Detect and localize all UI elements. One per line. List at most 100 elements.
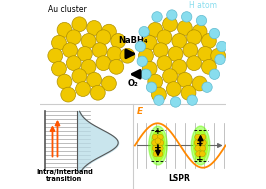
Circle shape	[154, 95, 164, 105]
Circle shape	[157, 30, 172, 45]
Circle shape	[57, 74, 72, 89]
Circle shape	[107, 46, 122, 61]
Text: H atom: H atom	[189, 1, 217, 10]
Text: NaBH₄: NaBH₄	[118, 36, 148, 45]
Circle shape	[187, 56, 201, 70]
Circle shape	[81, 59, 96, 74]
Circle shape	[137, 56, 147, 67]
Circle shape	[135, 41, 146, 52]
Circle shape	[158, 140, 164, 146]
Circle shape	[153, 151, 159, 157]
Circle shape	[111, 33, 126, 48]
Circle shape	[200, 140, 206, 146]
Circle shape	[181, 85, 196, 100]
Ellipse shape	[191, 126, 210, 165]
Circle shape	[198, 46, 213, 61]
Text: Au cluster: Au cluster	[48, 5, 87, 14]
Circle shape	[166, 82, 181, 96]
Circle shape	[167, 10, 177, 20]
Circle shape	[102, 76, 116, 91]
Circle shape	[66, 56, 81, 70]
Text: +: +	[196, 155, 204, 164]
Circle shape	[148, 74, 163, 89]
Circle shape	[209, 69, 220, 79]
Circle shape	[120, 48, 135, 63]
Text: +: +	[196, 139, 204, 148]
Circle shape	[215, 54, 225, 65]
Circle shape	[157, 145, 163, 151]
Circle shape	[200, 151, 205, 157]
Circle shape	[200, 145, 206, 151]
Circle shape	[66, 30, 81, 45]
Circle shape	[76, 82, 90, 96]
Circle shape	[90, 85, 105, 100]
Circle shape	[152, 140, 158, 146]
Circle shape	[192, 76, 207, 91]
Circle shape	[72, 69, 87, 84]
Circle shape	[187, 30, 201, 45]
Circle shape	[152, 12, 162, 22]
Circle shape	[187, 95, 197, 105]
Circle shape	[195, 134, 201, 140]
Text: LSPR: LSPR	[168, 174, 190, 184]
Circle shape	[77, 46, 92, 61]
Circle shape	[87, 72, 102, 87]
Circle shape	[177, 72, 192, 87]
Circle shape	[57, 22, 72, 37]
Circle shape	[52, 35, 66, 50]
Circle shape	[92, 43, 107, 58]
Circle shape	[52, 61, 66, 76]
Circle shape	[48, 48, 63, 63]
Circle shape	[201, 33, 216, 48]
Circle shape	[148, 22, 163, 37]
Circle shape	[81, 33, 96, 48]
Circle shape	[181, 12, 192, 22]
Circle shape	[87, 21, 102, 35]
Circle shape	[195, 145, 201, 151]
Ellipse shape	[151, 130, 165, 161]
Circle shape	[202, 82, 212, 92]
Text: +: +	[154, 143, 161, 152]
Text: O₂: O₂	[128, 79, 138, 88]
Circle shape	[96, 56, 111, 70]
Circle shape	[142, 61, 157, 76]
Circle shape	[152, 134, 158, 140]
Text: Intra/Interband
transition: Intra/Interband transition	[36, 169, 93, 182]
Circle shape	[196, 151, 202, 157]
Circle shape	[141, 69, 151, 79]
Circle shape	[172, 59, 187, 74]
Circle shape	[157, 56, 172, 70]
Circle shape	[196, 15, 207, 26]
Circle shape	[183, 43, 198, 58]
Circle shape	[211, 48, 226, 63]
Circle shape	[200, 134, 206, 140]
Circle shape	[209, 28, 220, 39]
Circle shape	[163, 17, 177, 32]
Ellipse shape	[194, 130, 207, 161]
Circle shape	[157, 151, 163, 157]
Circle shape	[142, 35, 157, 50]
Circle shape	[201, 59, 216, 74]
Text: +: +	[154, 127, 161, 136]
Circle shape	[217, 41, 227, 52]
Circle shape	[96, 30, 111, 45]
Circle shape	[109, 59, 124, 74]
Circle shape	[139, 26, 149, 37]
Circle shape	[171, 97, 181, 107]
Circle shape	[139, 48, 153, 63]
Circle shape	[155, 138, 161, 144]
Circle shape	[157, 134, 163, 140]
Circle shape	[172, 33, 187, 48]
Circle shape	[72, 17, 87, 32]
Ellipse shape	[149, 126, 167, 165]
Circle shape	[102, 24, 116, 39]
Circle shape	[177, 21, 192, 35]
Circle shape	[168, 46, 183, 61]
Circle shape	[63, 43, 77, 58]
Circle shape	[194, 140, 200, 146]
Circle shape	[146, 82, 157, 92]
Text: E: E	[137, 107, 143, 116]
Circle shape	[192, 24, 207, 39]
Circle shape	[198, 138, 203, 144]
Circle shape	[152, 87, 166, 102]
